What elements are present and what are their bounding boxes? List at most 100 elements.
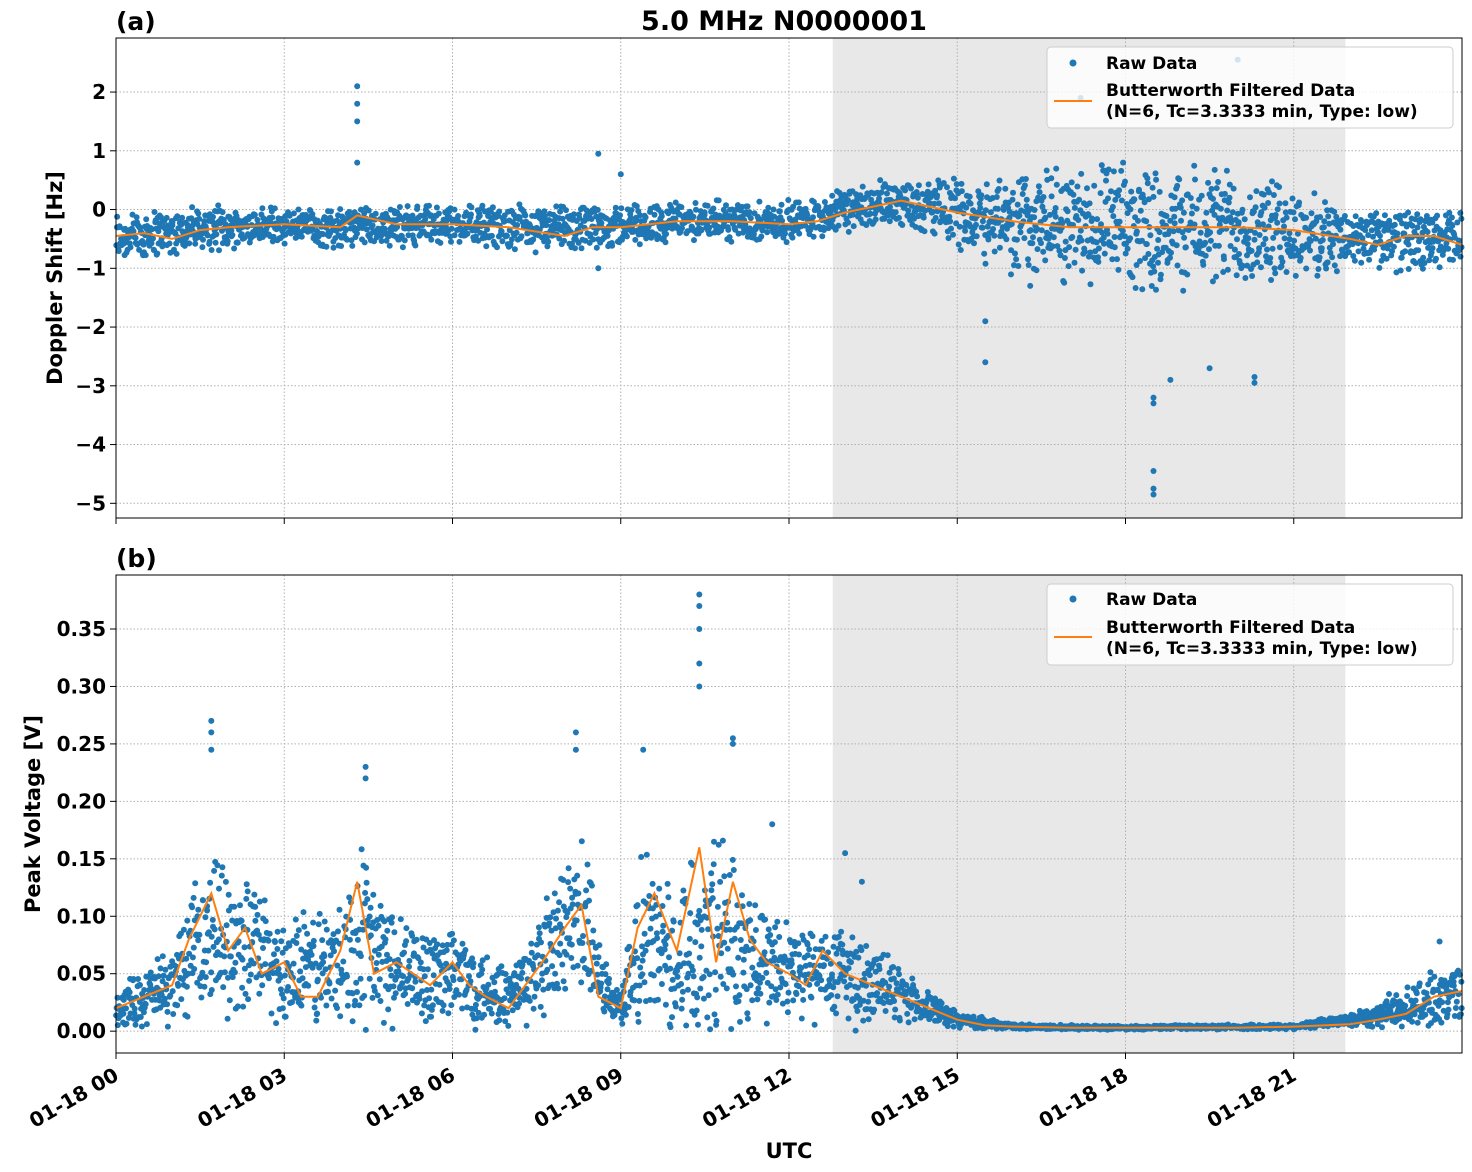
- panel-b-raw-point: [308, 951, 315, 958]
- panel-a-raw-point: [414, 203, 421, 210]
- panel-b-raw-point: [477, 993, 483, 1000]
- panel-a-raw-point: [1191, 162, 1198, 169]
- panel-a-raw-point: [1266, 259, 1273, 266]
- panel-b-raw-point: [202, 914, 209, 921]
- panel-b-raw-point: [311, 1004, 318, 1011]
- panel-a-raw-point: [876, 195, 883, 202]
- panel-b-raw-point: [446, 986, 453, 992]
- panel-a-raw-point: [1355, 248, 1362, 255]
- panel-b-raw-point: [252, 903, 259, 910]
- panel-b-raw-point: [391, 994, 397, 1001]
- panel-a-raw-point: [678, 204, 685, 211]
- panel-b-raw-point: [340, 958, 347, 965]
- panel-b-raw-point: [424, 966, 431, 973]
- panel-a-raw-point: [1153, 286, 1159, 293]
- panel-a-raw-point: [1025, 262, 1032, 268]
- panel-a-raw-point: [845, 197, 851, 204]
- panel-a-raw-point: [155, 228, 162, 235]
- panel-b-raw-point: [402, 990, 409, 997]
- panel-a-raw-point: [991, 248, 998, 255]
- panel-a-raw-point: [588, 216, 595, 222]
- panel-a-raw-outlier: [1027, 282, 1034, 289]
- panel-a-raw-point: [1082, 223, 1089, 230]
- panel-b-raw-point: [782, 981, 789, 988]
- panel-b-raw-point: [214, 862, 221, 869]
- panel-b-raw-point: [491, 979, 498, 986]
- panel-a-raw-point: [488, 232, 495, 239]
- panel-a-raw-point: [451, 232, 458, 239]
- panel-a-raw-point: [494, 244, 500, 251]
- panel-b-raw-point: [421, 973, 428, 980]
- panel-a-raw-point: [1376, 264, 1383, 271]
- panel-a-raw-point: [1260, 221, 1266, 228]
- panel-b-raw-point: [678, 981, 685, 987]
- panel-b-raw-point: [353, 979, 360, 986]
- panel-a-raw-point: [1135, 217, 1141, 224]
- panel-a-raw-point: [1213, 185, 1220, 192]
- panel-a-raw-point: [1141, 199, 1148, 206]
- panel-a-raw-point: [302, 212, 309, 218]
- panel-b-raw-point: [328, 995, 335, 1002]
- panel-b-raw-point: [604, 986, 611, 993]
- panel-b-raw-point: [375, 951, 382, 958]
- panel-a-raw-point: [1098, 162, 1105, 169]
- panel-b-raw-point: [578, 979, 585, 986]
- panel-b-raw-point: [437, 962, 444, 969]
- panel-a-raw-point: [971, 240, 977, 247]
- panel-b-raw-point: [369, 994, 376, 1001]
- panel-a-raw-point: [878, 189, 885, 196]
- panel-a-raw-point: [1133, 262, 1140, 268]
- panel-a-raw-point: [1276, 184, 1283, 190]
- panel-b-raw-point: [191, 966, 198, 972]
- panel-a-raw-point: [995, 186, 1002, 192]
- panel-a-raw-point: [1077, 227, 1084, 234]
- panel-b-raw-point: [240, 1003, 247, 1010]
- panel-a-raw-point: [254, 216, 261, 223]
- panel-a-raw-point: [213, 231, 220, 238]
- panel-a-raw-point: [1316, 254, 1323, 261]
- panel-b-raw-point: [647, 925, 654, 932]
- panel-b-raw-point: [642, 947, 649, 954]
- panel-b-raw-point: [222, 878, 229, 885]
- panel-b-raw-point: [721, 873, 728, 880]
- panel-a-raw-point: [1132, 285, 1139, 291]
- panel-a-raw-point: [1252, 204, 1259, 211]
- panel-a-raw-outlier: [354, 100, 361, 107]
- panel-a-raw-point: [930, 208, 936, 215]
- panel-a-raw-point: [455, 213, 462, 219]
- panel-a-raw-point: [795, 199, 802, 206]
- panel-b-raw-point: [698, 926, 705, 933]
- panel-b-raw-point: [795, 983, 802, 990]
- panel-a-raw-point: [1234, 236, 1240, 243]
- panel-b-raw-point: [363, 879, 370, 886]
- panel-b-raw-point: [157, 965, 164, 972]
- panel-b-raw-point: [776, 934, 783, 940]
- panel-a-raw-point: [1262, 235, 1269, 242]
- panel-b-raw-point: [829, 971, 835, 978]
- panel-a-raw-point: [1200, 261, 1207, 268]
- panel-b-raw-point: [207, 879, 214, 886]
- panel-a-raw-point: [1322, 199, 1328, 206]
- panel-b-raw-point: [174, 1002, 181, 1009]
- panel-a-raw-point: [958, 188, 965, 195]
- panel-b-raw-point: [796, 951, 802, 958]
- panel-b-raw-point: [839, 941, 846, 948]
- panel-b-raw-point: [665, 894, 672, 901]
- panel-a-raw-point: [899, 222, 906, 228]
- panel-b-raw-point: [693, 1007, 700, 1014]
- panel-b-raw-point: [508, 980, 515, 987]
- panel-b-raw-point: [428, 986, 435, 993]
- panel-b-raw-point: [450, 937, 457, 944]
- panel-a-raw-point: [1405, 266, 1412, 272]
- panel-b-raw-point: [404, 1001, 411, 1007]
- panel-b-raw-point: [246, 977, 253, 984]
- panel-a-raw-point: [1127, 235, 1134, 242]
- panel-b-raw-point: [730, 971, 737, 978]
- panel-b-raw-point: [431, 937, 437, 944]
- panel-a-raw-point: [328, 208, 334, 215]
- panel-b-raw-point: [685, 970, 692, 977]
- panel-a-raw-point: [1095, 254, 1101, 261]
- panel-b-raw-point: [416, 995, 423, 1002]
- panel-a-raw-point: [1329, 254, 1336, 261]
- panel-b-raw-point: [390, 983, 397, 990]
